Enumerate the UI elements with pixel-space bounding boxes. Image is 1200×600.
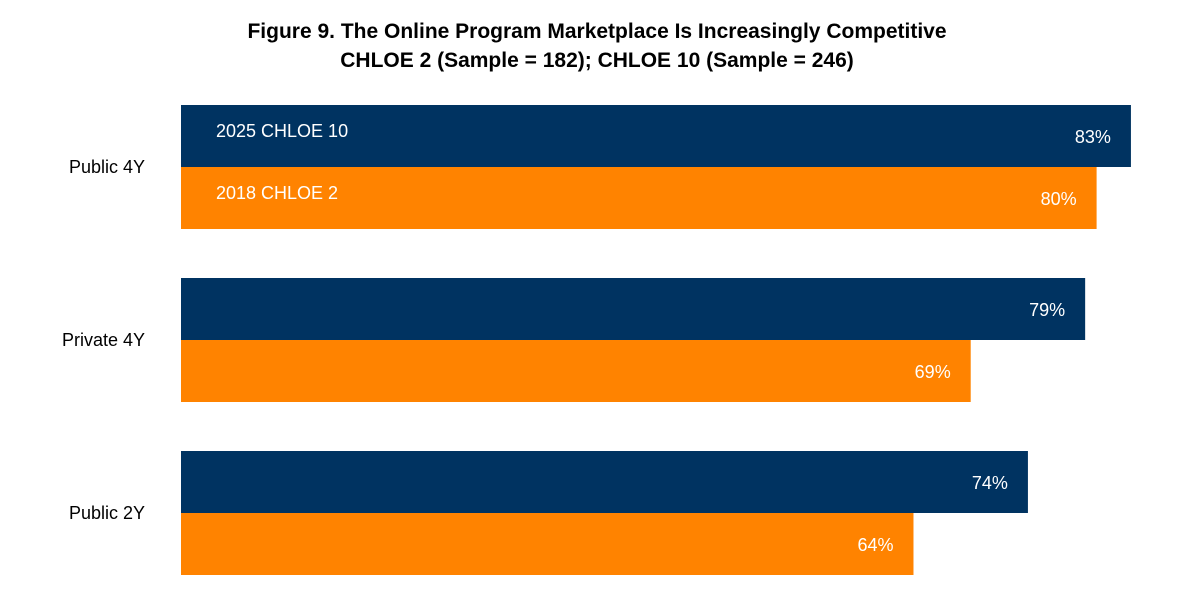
- data-label-public-2y-2025-chloe-10: 74%: [972, 473, 1008, 493]
- bar-private-4y-2018-chloe-2: [181, 340, 971, 402]
- category-label-private-4y: Private 4Y: [62, 330, 145, 350]
- legend-label-2018-chloe-2: 2018 CHLOE 2: [216, 183, 338, 203]
- bar-public-2y-2018-chloe-2: [181, 513, 914, 575]
- bar-public-2y-2025-chloe-10: [181, 451, 1028, 513]
- data-label-private-4y-2018-chloe-2: 69%: [915, 362, 951, 382]
- data-label-public-2y-2018-chloe-2: 64%: [857, 535, 893, 555]
- data-label-public-4y-2018-chloe-2: 80%: [1041, 189, 1077, 209]
- data-label-private-4y-2025-chloe-10: 79%: [1029, 300, 1065, 320]
- bar-public-4y-2018-chloe-2: [181, 167, 1097, 229]
- category-label-public-2y: Public 2Y: [69, 503, 145, 523]
- chart-subtitle: CHLOE 2 (Sample = 182); CHLOE 10 (Sample…: [340, 49, 854, 72]
- chart-title: Figure 9. The Online Program Marketplace…: [247, 20, 946, 43]
- data-label-public-4y-2025-chloe-10: 83%: [1075, 127, 1111, 147]
- bars-layer: Public 4Y 83% 2025 CHLOE 10 80% 2018 CHLOE 2…: [62, 105, 1131, 575]
- legend-label-2025-chloe-10: 2025 CHLOE 10: [216, 121, 348, 141]
- bar-public-4y-2025-chloe-10: [181, 105, 1131, 167]
- bar-private-4y-2025-chloe-10: [181, 278, 1086, 340]
- category-label-public-4y: Public 4Y: [69, 157, 145, 177]
